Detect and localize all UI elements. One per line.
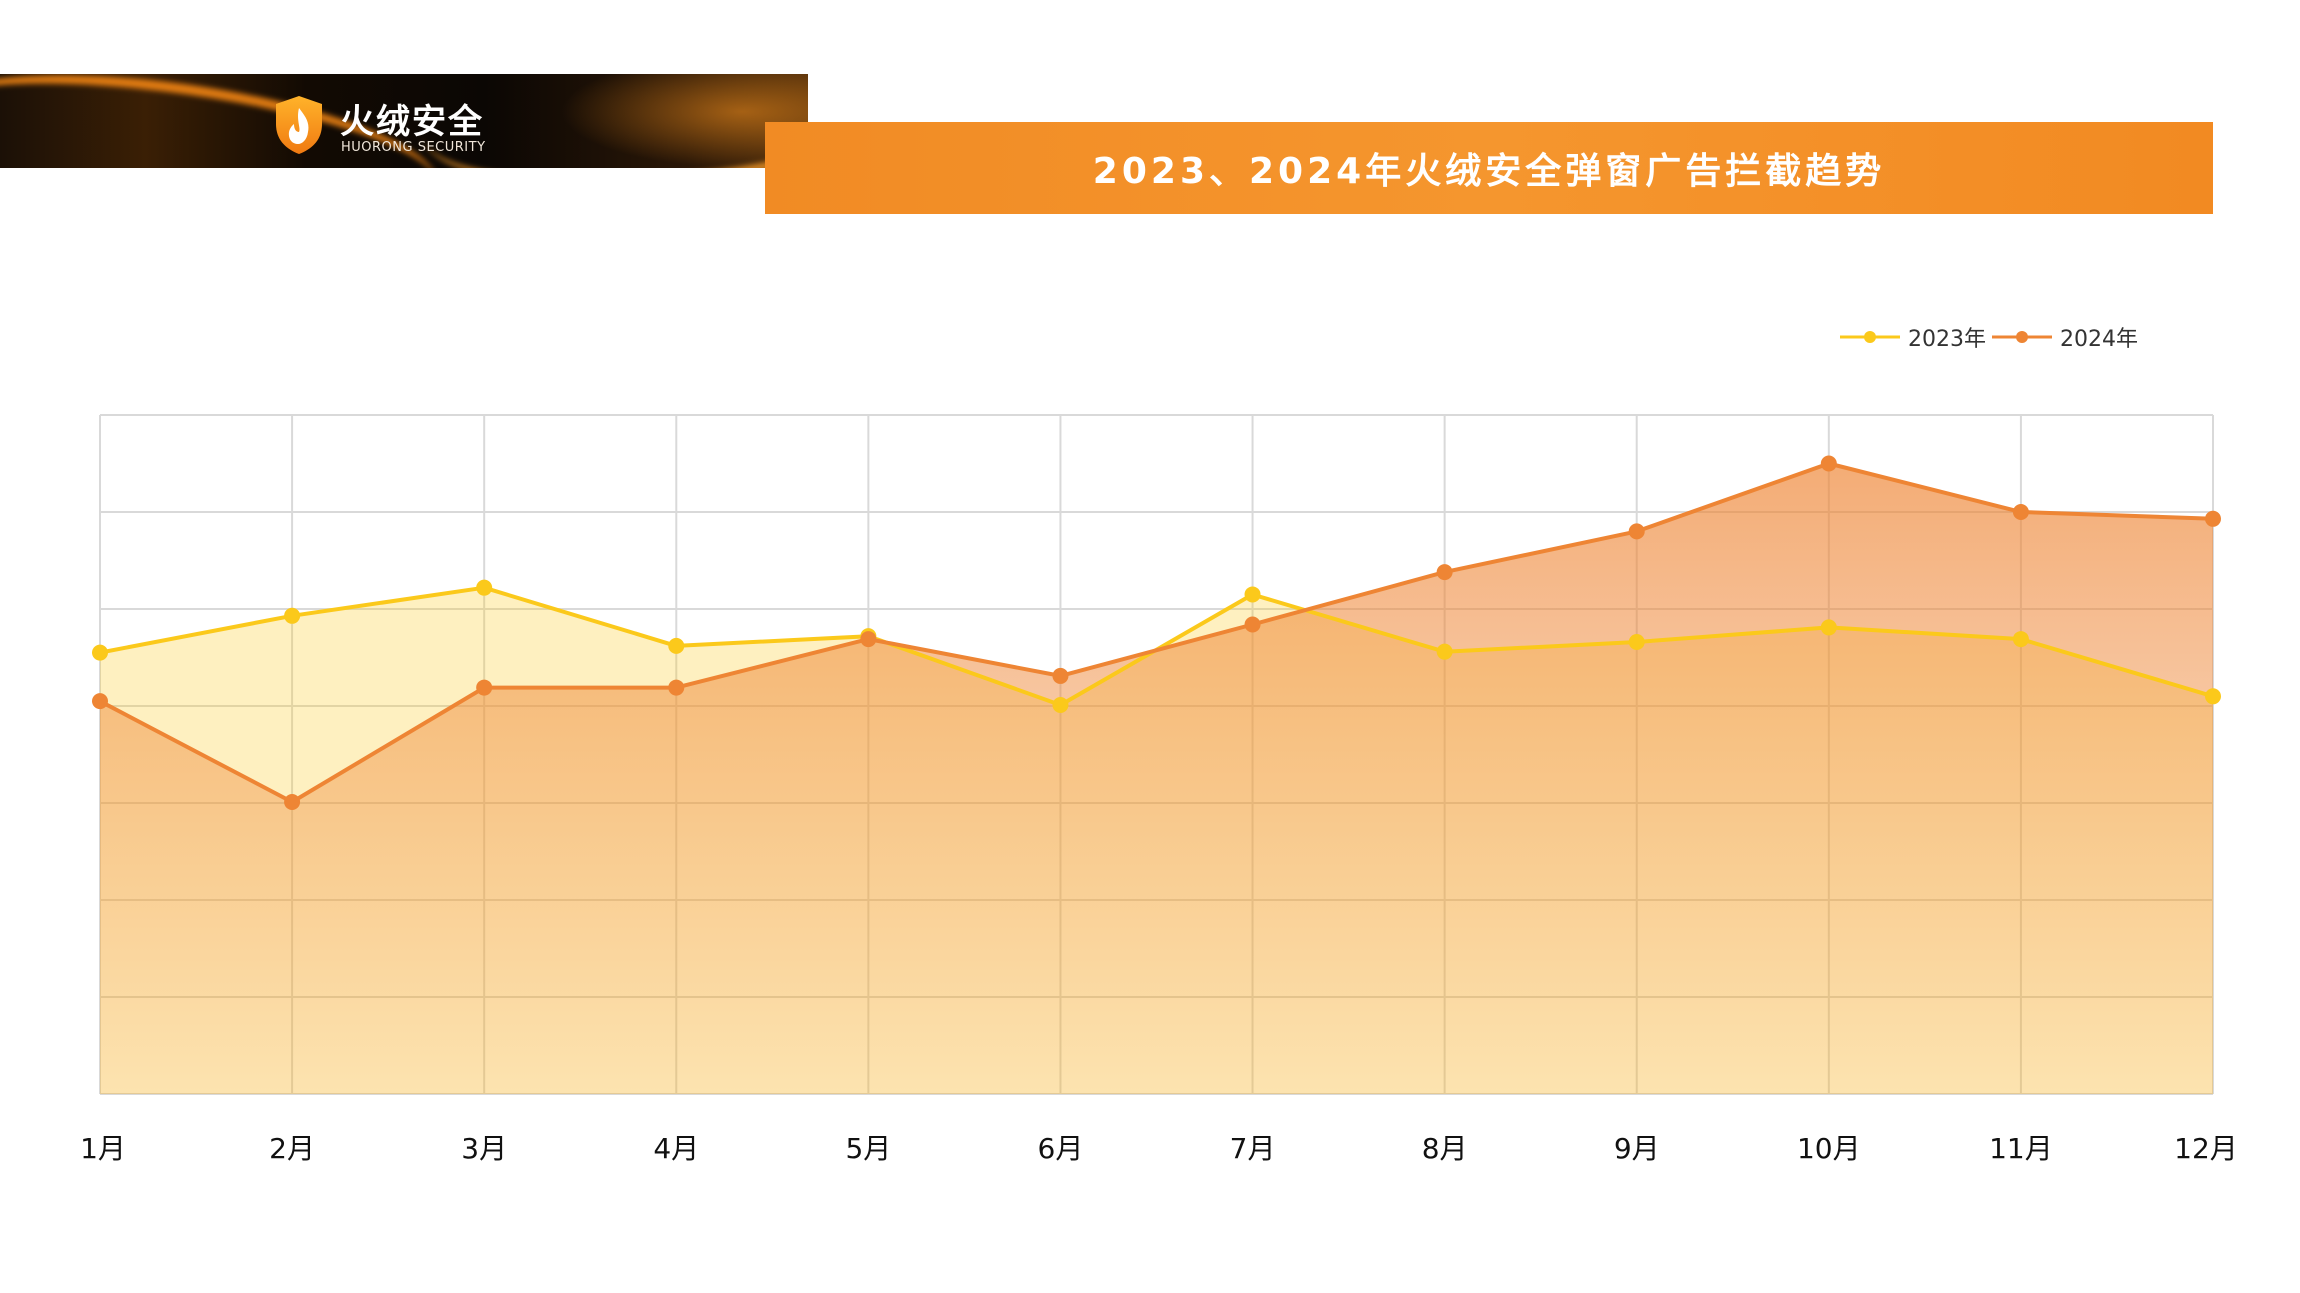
point-series-1-11月 — [2012, 631, 2029, 648]
legend-item-2023: 2023年 — [1840, 321, 1986, 353]
point-series-2-5月 — [860, 631, 877, 648]
area-series-2 — [100, 463, 2213, 1094]
point-series-1-7月 — [1244, 586, 1261, 603]
point-series-1-10月 — [1820, 619, 1837, 636]
legend-swatch-2024 — [1992, 331, 2052, 343]
point-series-1-9月 — [1628, 633, 1645, 650]
line-series-2 — [99, 461, 2214, 804]
point-series-2-2月 — [284, 794, 301, 811]
shield-flame-icon — [276, 96, 322, 154]
chart-lines — [99, 461, 2214, 804]
legend-swatch-2023 — [1840, 331, 1900, 343]
point-series-1-6月 — [1052, 697, 1069, 714]
x-tick-label: 3月 — [461, 1132, 507, 1165]
point-series-1-8月 — [1436, 643, 1453, 660]
x-tick-label: 5月 — [845, 1132, 891, 1165]
brand-name: 火绒安全 — [340, 102, 484, 142]
point-series-1-12月 — [2205, 688, 2221, 705]
point-series-1-1月 — [92, 644, 108, 661]
legend-item-2024: 2024年 — [1992, 321, 2138, 353]
point-series-2-12月 — [2205, 510, 2221, 527]
point-series-1-4月 — [668, 637, 685, 654]
chart-title: 2023、2024年火绒安全弹窗广告拦截趋势 — [1092, 151, 1886, 192]
x-tick-label: 9月 — [1614, 1132, 1660, 1165]
chart-areas — [100, 463, 2213, 1094]
point-series-2-1月 — [92, 693, 108, 710]
x-tick-label: 7月 — [1230, 1132, 1276, 1165]
x-tick-label: 11月 — [1989, 1132, 2053, 1165]
x-tick-label: 1月 — [80, 1132, 126, 1165]
x-tick-label: 6月 — [1038, 1132, 1084, 1165]
title-banner — [765, 122, 2213, 214]
point-series-1-3月 — [476, 579, 493, 596]
brand-bar — [0, 74, 808, 168]
legend-label-2024: 2024年 — [2060, 327, 2138, 352]
brand-subtitle: HUORONG SECURITY — [341, 140, 486, 155]
point-series-2-6月 — [1052, 667, 1069, 684]
point-series-2-4月 — [668, 679, 685, 696]
point-series-2-10月 — [1820, 455, 1837, 472]
x-tick-label: 2月 — [269, 1132, 315, 1165]
point-series-2-7月 — [1244, 616, 1261, 633]
point-series-2-9月 — [1628, 523, 1645, 540]
x-tick-label: 4月 — [653, 1132, 699, 1165]
x-tick-label: 12月 — [2174, 1132, 2238, 1165]
chart-points — [92, 455, 2221, 811]
point-series-2-11月 — [2012, 504, 2029, 520]
x-tick-label: 10月 — [1797, 1132, 1861, 1165]
x-tick-label: 8月 — [1422, 1132, 1468, 1165]
x-axis-ticks: 1月 2月 3月 4月 5月 6月 7月 8月 9月 10月 11月 12月 — [80, 1132, 2238, 1165]
point-series-2-3月 — [476, 679, 493, 696]
point-series-1-2月 — [284, 607, 301, 624]
legend-label-2023: 2023年 — [1908, 327, 1986, 352]
point-series-2-8月 — [1436, 564, 1453, 581]
chart-legend: 2023年 2024年 — [1840, 322, 2138, 352]
